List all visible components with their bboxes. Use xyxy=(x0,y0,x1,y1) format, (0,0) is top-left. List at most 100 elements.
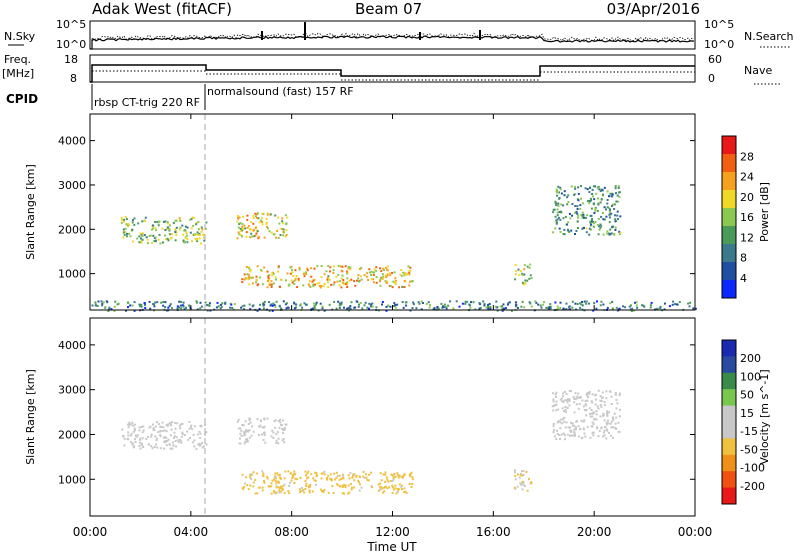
power-echo-cell xyxy=(144,216,147,219)
velocity-echo-cell xyxy=(274,477,277,480)
power-echo-cell xyxy=(101,304,104,307)
power-echo-cell xyxy=(520,305,523,308)
velocity-echo-cell xyxy=(603,404,606,407)
velocity-echo-cell xyxy=(304,470,307,473)
velocity-colorbar-swatch xyxy=(722,454,736,472)
velocity-echo-cell xyxy=(410,471,413,474)
power-echo-cell xyxy=(188,304,190,307)
power-echo-cell xyxy=(555,203,558,206)
power-echo-cell xyxy=(599,201,602,204)
power-echo-cell xyxy=(320,284,323,287)
velocity-echo-cell xyxy=(139,438,142,441)
power-echo-cell xyxy=(559,307,562,309)
velocity-echo-cell xyxy=(179,439,182,442)
power-echo-cell xyxy=(692,307,695,310)
power-echo-cell xyxy=(382,277,385,280)
velocity-echo-cell xyxy=(274,419,277,422)
velocity-echo-cell xyxy=(590,425,593,427)
velocity-echo-cell xyxy=(155,439,158,442)
power-echo-cell xyxy=(149,307,152,310)
velocity-echo-cell xyxy=(173,435,176,438)
power-echo-cell xyxy=(549,303,552,306)
power-echo-cell xyxy=(143,234,146,236)
power-echo-cell xyxy=(346,277,349,280)
velocity-echo-cell xyxy=(513,469,516,472)
velocity-echo-cell xyxy=(594,398,597,401)
power-echo-cell xyxy=(323,283,326,286)
velocity-echo-cell xyxy=(608,390,611,393)
power-echo-cell xyxy=(319,286,322,289)
power-echo-cell xyxy=(420,308,423,311)
power-echo-cell xyxy=(410,280,413,283)
power-echo-cell xyxy=(569,308,571,311)
velocity-echo-cell xyxy=(615,399,618,401)
velocity-echo-cell xyxy=(262,426,265,429)
power-echo-cell xyxy=(478,307,481,310)
velocity-echo-cell xyxy=(597,435,600,438)
velocity-echo-cell xyxy=(570,431,573,433)
power-echo-cell xyxy=(602,218,605,221)
power-echo-cell xyxy=(256,284,259,287)
velocity-echo-cell xyxy=(306,477,308,480)
velocity-echo-cell xyxy=(304,479,307,482)
velocity-echo-cell xyxy=(263,480,265,482)
velocity-echo-cell xyxy=(140,425,143,428)
power-echo-cell xyxy=(241,235,243,238)
velocity-echo-cell xyxy=(351,476,354,479)
power-echo-cell xyxy=(219,307,222,310)
power-echo-cell xyxy=(517,268,520,271)
power-echo-cell xyxy=(553,208,556,211)
power-echo-cell xyxy=(145,236,148,239)
power-echo-cell xyxy=(133,309,136,312)
power-echo-cell xyxy=(393,271,396,274)
power-echo-cell xyxy=(312,283,315,286)
velocity-echo-cell xyxy=(169,422,172,425)
velocity-echo-cell xyxy=(164,440,167,443)
power-echo-cell xyxy=(167,226,170,229)
velocity-echo-cell xyxy=(347,484,350,487)
power-echo-cell xyxy=(611,307,614,310)
power-echo-cell xyxy=(394,279,397,282)
velocity-echo-cell xyxy=(308,491,311,494)
velocity-echo-cell xyxy=(562,392,565,395)
power-echo-cell xyxy=(270,231,273,234)
power-echo-cell xyxy=(255,215,257,218)
velocity-echo-cell xyxy=(552,431,555,434)
velocity-echo-cell xyxy=(273,478,275,481)
velocity-echo-cell xyxy=(189,437,191,439)
power-echo-cell xyxy=(313,278,316,281)
velocity-echo-cell xyxy=(153,446,156,448)
power-echo-cell xyxy=(521,300,524,303)
velocity-echo-cell xyxy=(240,434,243,437)
power-echo-cell xyxy=(250,232,253,235)
velocity-echo-cell xyxy=(377,483,380,486)
velocity-echo-cell xyxy=(283,483,286,486)
power-echo-cell xyxy=(261,217,264,220)
velocity-echo-cell xyxy=(188,421,191,423)
power-echo-cell xyxy=(409,280,411,283)
power-echo-cell xyxy=(186,241,189,244)
power-echo-cell xyxy=(137,222,140,225)
power-echo-cell xyxy=(330,283,333,286)
velocity-echo-cell xyxy=(290,479,293,482)
power-echo-cell xyxy=(347,306,350,309)
velocity-echo-cell xyxy=(275,439,278,442)
velocity-colorbar-swatch xyxy=(722,356,736,374)
power-echo-cell xyxy=(184,236,187,239)
power-echo-cell xyxy=(375,281,378,284)
power-echo-cell xyxy=(190,227,193,230)
velocity-echo-cell xyxy=(242,424,245,427)
power-colorbar-swatch xyxy=(722,208,736,227)
power-echo-cell xyxy=(384,266,387,269)
power-echo-cell xyxy=(244,277,247,280)
power-echo-cell xyxy=(687,302,690,305)
velocity-echo-cell xyxy=(283,477,286,480)
power-echo-cell xyxy=(418,302,421,305)
velocity-echo-cell xyxy=(327,474,330,477)
velocity-echo-cell xyxy=(248,429,251,432)
power-echo-cell xyxy=(437,308,440,311)
power-echo-cell xyxy=(353,280,356,283)
power-echo-cell xyxy=(193,217,195,219)
power-echo-cell xyxy=(370,270,373,273)
